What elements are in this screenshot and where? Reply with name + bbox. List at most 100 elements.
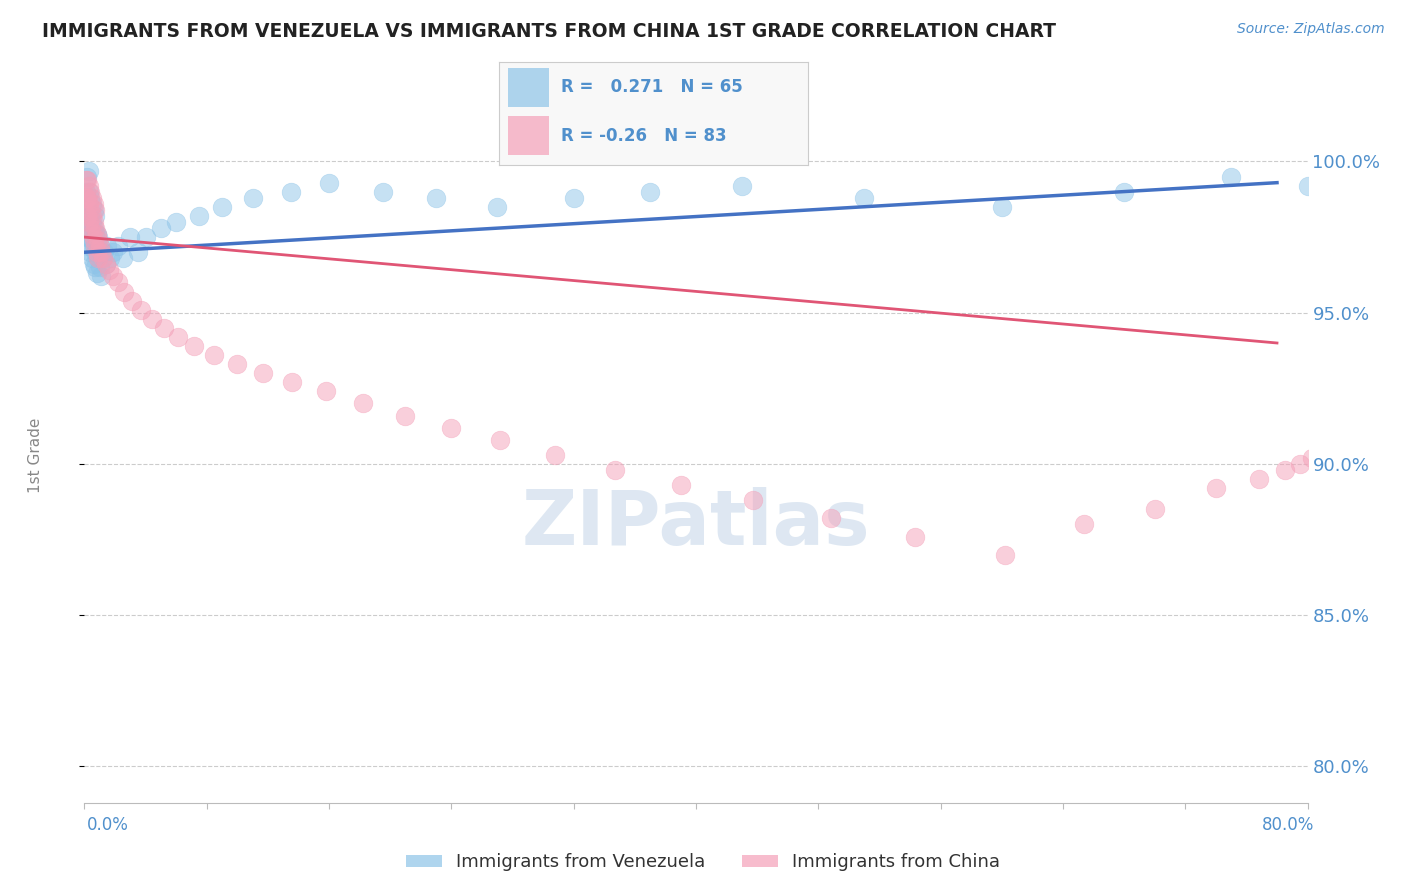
- Point: [87, 252, 110, 266]
- Point: [1341, 415, 1364, 429]
- Point: [80, 233, 103, 247]
- Point: [79, 185, 101, 199]
- Point: [1114, 185, 1136, 199]
- Point: [1339, 417, 1361, 432]
- Point: [1330, 433, 1353, 447]
- Point: [188, 209, 211, 223]
- Point: [75, 172, 97, 186]
- Point: [202, 348, 225, 362]
- Point: [1346, 406, 1368, 420]
- Point: [318, 176, 340, 190]
- Point: [84, 260, 107, 275]
- Point: [79, 191, 101, 205]
- Point: [77, 206, 100, 220]
- Point: [80, 227, 103, 241]
- Point: [1327, 435, 1350, 450]
- Point: [80, 252, 103, 266]
- Point: [1354, 387, 1376, 401]
- Point: [1351, 393, 1374, 408]
- Text: IMMIGRANTS FROM VENEZUELA VS IMMIGRANTS FROM CHINA 1ST GRADE CORRELATION CHART: IMMIGRANTS FROM VENEZUELA VS IMMIGRANTS …: [42, 22, 1056, 41]
- Point: [80, 197, 103, 211]
- Point: [86, 267, 108, 281]
- Point: [83, 221, 105, 235]
- Point: [1344, 409, 1367, 423]
- Point: [83, 233, 105, 247]
- Point: [87, 233, 110, 247]
- Point: [89, 260, 111, 275]
- Point: [89, 239, 111, 253]
- Point: [86, 245, 108, 260]
- Point: [1073, 517, 1095, 532]
- Point: [252, 366, 274, 380]
- Point: [1274, 463, 1296, 477]
- Point: [79, 202, 101, 217]
- Point: [425, 191, 447, 205]
- Point: [79, 221, 101, 235]
- Point: [77, 221, 100, 235]
- Point: [394, 409, 416, 423]
- Point: [1333, 430, 1355, 444]
- Point: [1143, 502, 1166, 516]
- Point: [1324, 439, 1347, 453]
- Point: [1347, 402, 1369, 417]
- Point: [77, 197, 100, 211]
- Point: [1350, 396, 1372, 410]
- Point: [820, 511, 842, 525]
- Point: [141, 311, 163, 326]
- Point: [79, 230, 101, 244]
- Point: [86, 227, 108, 241]
- Point: [84, 227, 107, 241]
- Point: [853, 191, 876, 205]
- Point: [489, 433, 512, 447]
- Point: [79, 245, 101, 260]
- Text: ZIPatlas: ZIPatlas: [522, 488, 870, 561]
- Point: [120, 230, 142, 244]
- Point: [77, 178, 100, 193]
- Point: [1296, 178, 1319, 193]
- Point: [83, 239, 105, 253]
- Point: [96, 239, 118, 253]
- Text: 80.0%: 80.0%: [1263, 816, 1315, 834]
- Point: [77, 215, 100, 229]
- Point: [603, 463, 626, 477]
- Legend: Immigrants from Venezuela, Immigrants from China: Immigrants from Venezuela, Immigrants fr…: [398, 847, 1008, 879]
- Point: [112, 285, 135, 299]
- Point: [80, 215, 103, 229]
- Point: [83, 215, 105, 229]
- Point: [91, 252, 114, 266]
- Point: [1205, 481, 1227, 495]
- Point: [226, 357, 249, 371]
- Point: [741, 493, 763, 508]
- Point: [84, 209, 107, 223]
- Point: [83, 257, 105, 271]
- Point: [486, 200, 509, 214]
- Point: [83, 202, 105, 217]
- Point: [77, 185, 100, 199]
- Point: [153, 321, 176, 335]
- Point: [84, 245, 107, 260]
- Point: [1247, 472, 1270, 486]
- Point: [77, 239, 100, 253]
- Point: [121, 293, 143, 308]
- Text: R =   0.271   N = 65: R = 0.271 N = 65: [561, 78, 742, 96]
- Point: [1301, 450, 1323, 465]
- Point: [80, 209, 103, 223]
- Bar: [509, 116, 548, 155]
- Point: [80, 191, 103, 205]
- Point: [1353, 391, 1375, 405]
- Point: [281, 376, 304, 390]
- Point: [76, 230, 98, 244]
- Point: [90, 245, 112, 260]
- Point: [107, 276, 129, 290]
- Point: [165, 215, 187, 229]
- Point: [79, 209, 101, 223]
- Point: [87, 252, 110, 266]
- Text: R = -0.26   N = 83: R = -0.26 N = 83: [561, 128, 727, 145]
- Point: [1289, 457, 1312, 471]
- Point: [75, 215, 97, 229]
- Point: [669, 478, 692, 492]
- Point: [1334, 426, 1357, 441]
- Point: [1343, 411, 1365, 425]
- Point: [1337, 420, 1360, 434]
- Point: [371, 185, 394, 199]
